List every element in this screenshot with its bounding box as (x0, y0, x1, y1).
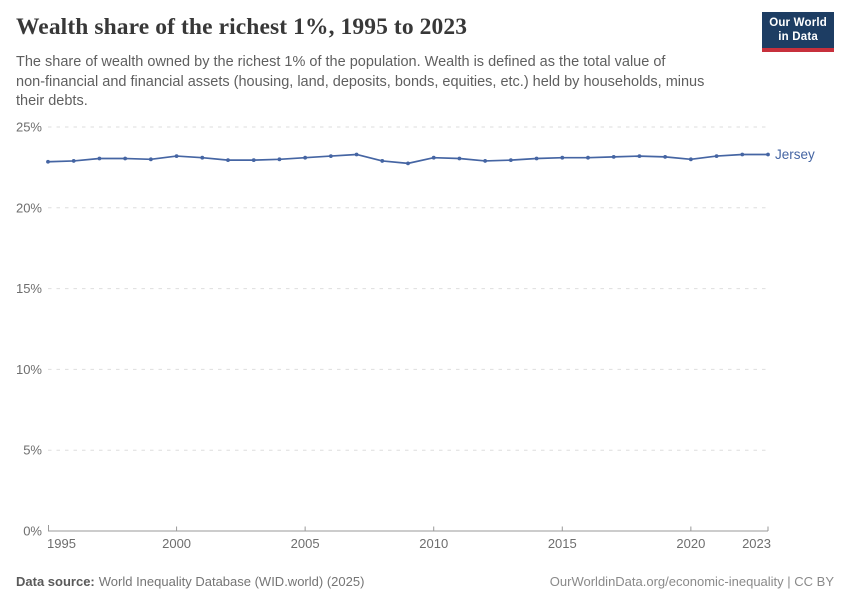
y-tick-label: 5% (23, 443, 42, 458)
datasource-value: World Inequality Database (WID.world) (2… (98, 574, 365, 589)
data-point (637, 154, 642, 158)
page-subtitle: The share of wealth owned by the richest… (16, 54, 705, 109)
chart-footer: Data source: World Inequality Database (W… (16, 574, 834, 589)
owid-logo-accent-bar (762, 48, 834, 52)
owid-logo-line1: Our World (769, 17, 827, 29)
y-tick-label: 0% (23, 524, 42, 539)
data-point (303, 155, 308, 160)
data-point (714, 154, 719, 158)
owid-logo-line2: in Data (778, 30, 818, 43)
x-tick-label: 2000 (162, 536, 191, 551)
data-point (766, 152, 770, 157)
data-point (123, 156, 128, 161)
data-point (534, 156, 539, 161)
data-point (380, 159, 385, 163)
datasource-label: Data source: (16, 574, 95, 589)
data-point (46, 159, 50, 164)
data-point (663, 154, 668, 159)
data-point (457, 156, 462, 161)
series-label[interactable]: Jersey (775, 147, 815, 162)
x-tick-label: 2010 (419, 536, 448, 551)
data-point (688, 157, 693, 162)
data-point (586, 155, 590, 160)
data-point (174, 154, 179, 158)
data-point (148, 157, 153, 162)
data-point (226, 158, 230, 163)
y-tick-label: 10% (16, 362, 42, 377)
x-tick-label: 2015 (548, 536, 577, 551)
y-tick-label: 15% (16, 281, 42, 296)
x-tick-label: 2005 (291, 536, 320, 551)
x-tick-label: 1995 (47, 536, 76, 551)
y-tick-label: 25% (16, 120, 42, 135)
data-point (431, 155, 436, 160)
x-tick-label: 2023 (742, 536, 771, 551)
data-point (71, 159, 76, 163)
y-tick-label: 20% (16, 200, 42, 215)
x-tick-label: 2020 (676, 536, 705, 551)
data-point (406, 161, 410, 166)
data-point (277, 157, 282, 162)
data-point (560, 155, 565, 160)
data-point (611, 154, 616, 159)
data-point (740, 152, 745, 157)
page-title: Wealth share of the richest 1%, 1995 to … (16, 14, 468, 40)
data-point (483, 159, 488, 163)
footer-license: OurWorldinData.org/economic-inequality |… (549, 574, 834, 589)
data-point (251, 158, 256, 163)
data-point (200, 155, 205, 160)
data-point (328, 154, 333, 158)
data-point (97, 156, 102, 161)
data-point (354, 152, 359, 157)
owid-logo-box: Our World in Data (762, 12, 834, 48)
owid-logo[interactable]: Our World in Data (762, 12, 834, 52)
data-point (508, 158, 513, 163)
footer-datasource: Data source: World Inequality Database (W… (16, 574, 364, 589)
